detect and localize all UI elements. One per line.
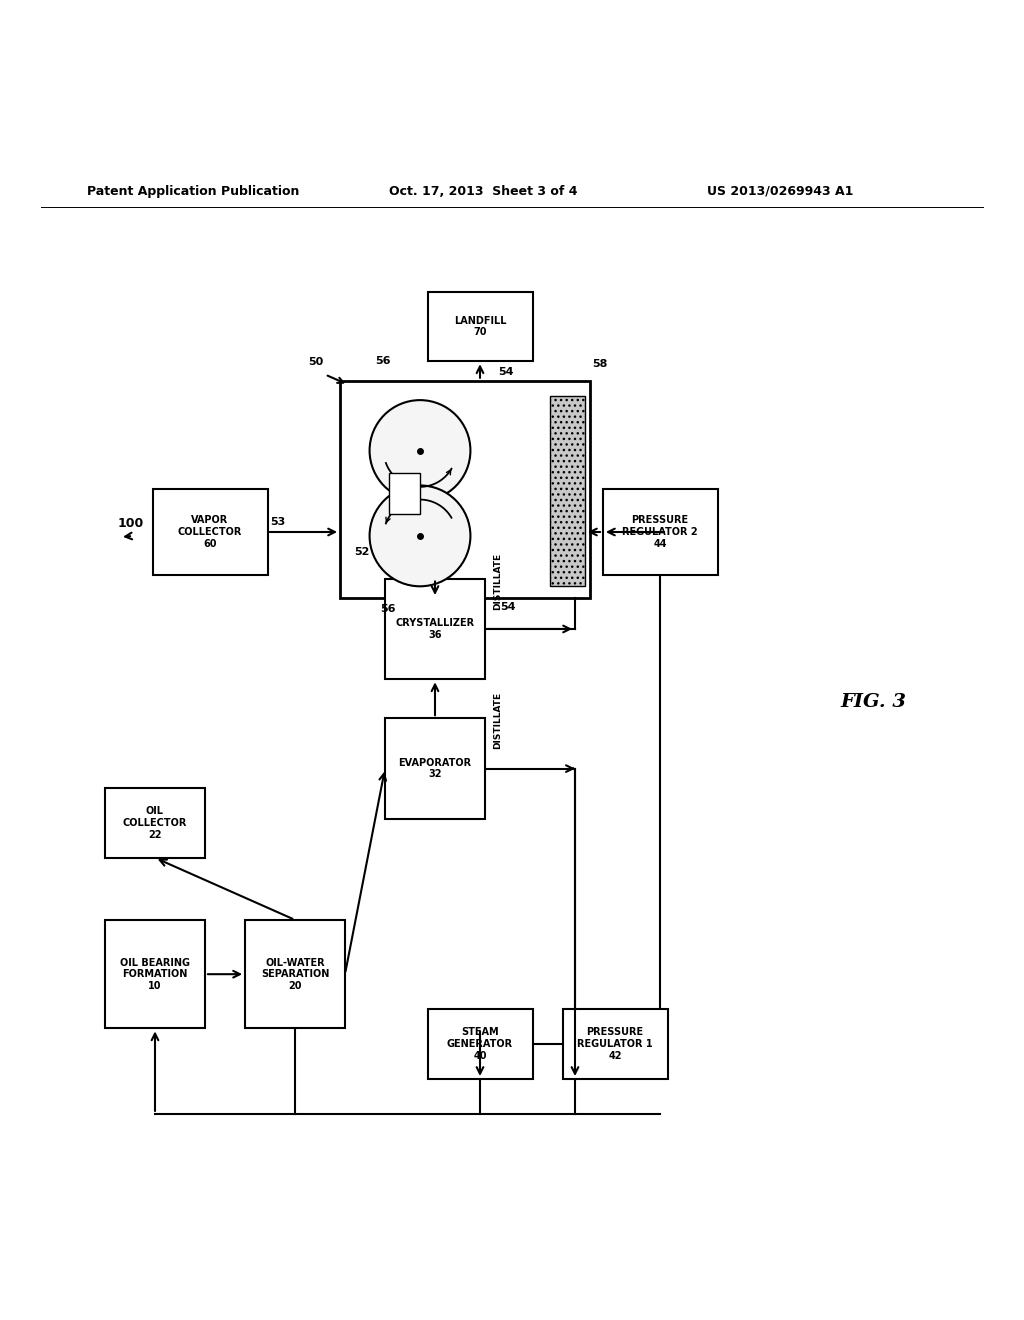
Text: 54: 54 (500, 602, 515, 611)
Bar (550, 396, 585, 586)
Text: FIG. 3: FIG. 3 (840, 693, 906, 710)
Text: 54: 54 (498, 367, 513, 376)
Text: 56: 56 (375, 355, 390, 366)
Text: OIL
COLLECTOR
22: OIL COLLECTOR 22 (123, 807, 187, 840)
Bar (389, 473, 420, 513)
Bar (385, 578, 485, 680)
Text: DISTILLATE: DISTILLATE (493, 553, 502, 610)
Text: 50: 50 (308, 358, 324, 367)
Text: PRESSURE
REGULATOR 2
44: PRESSURE REGULATOR 2 44 (623, 515, 697, 549)
Bar (105, 788, 205, 858)
Text: OIL-WATER
SEPARATION
20: OIL-WATER SEPARATION 20 (261, 957, 329, 991)
Bar (602, 490, 718, 574)
Text: PRESSURE
REGULATOR 1
42: PRESSURE REGULATOR 1 42 (578, 1027, 653, 1060)
Text: Patent Application Publication: Patent Application Publication (87, 185, 299, 198)
Bar (153, 490, 267, 574)
Bar (340, 380, 590, 598)
Text: Oct. 17, 2013  Sheet 3 of 4: Oct. 17, 2013 Sheet 3 of 4 (389, 185, 578, 198)
Text: 100: 100 (118, 516, 144, 529)
Text: 52: 52 (354, 548, 370, 557)
Text: 56: 56 (380, 605, 395, 614)
Text: US 2013/0269943 A1: US 2013/0269943 A1 (707, 185, 853, 198)
Text: LANDFILL
70: LANDFILL 70 (454, 315, 506, 337)
Text: 58: 58 (592, 359, 607, 368)
Text: VAPOR
COLLECTOR
60: VAPOR COLLECTOR 60 (178, 515, 243, 549)
Bar (427, 292, 532, 362)
Bar (427, 1008, 532, 1078)
Text: CRYSTALLIZER
36: CRYSTALLIZER 36 (395, 618, 474, 640)
Text: DISTILLATE: DISTILLATE (493, 692, 502, 750)
Bar (385, 718, 485, 818)
Circle shape (370, 486, 470, 586)
Bar (105, 920, 205, 1028)
Text: STEAM
GENERATOR
40: STEAM GENERATOR 40 (446, 1027, 513, 1060)
Bar (562, 1008, 668, 1078)
Text: OIL BEARING
FORMATION
10: OIL BEARING FORMATION 10 (120, 957, 190, 991)
Text: 53: 53 (270, 517, 286, 527)
Circle shape (370, 400, 470, 502)
Text: EVAPORATOR
32: EVAPORATOR 32 (398, 758, 472, 779)
Bar (245, 920, 345, 1028)
